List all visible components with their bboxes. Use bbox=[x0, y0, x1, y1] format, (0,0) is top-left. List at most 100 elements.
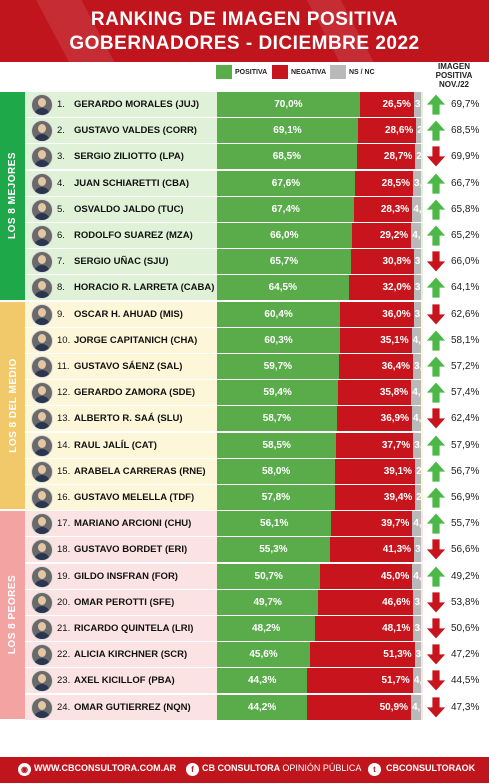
rank-number: 16. bbox=[57, 492, 71, 503]
trend-down-arrow-icon bbox=[425, 696, 447, 719]
rank-number: 19. bbox=[57, 571, 71, 582]
value-positive: 58,5% bbox=[262, 440, 291, 451]
value-positive: 45,6% bbox=[249, 649, 278, 660]
trend-up-arrow-icon bbox=[425, 460, 447, 483]
previous-value: 58,1% bbox=[451, 335, 480, 346]
avatar-body bbox=[34, 527, 50, 534]
group-band bbox=[0, 92, 25, 300]
avatar bbox=[31, 120, 53, 142]
value-positive: 67,6% bbox=[271, 178, 301, 189]
twitter-icon: t bbox=[368, 763, 381, 776]
group-label: LOS 8 DEL MEDIO bbox=[2, 302, 24, 510]
previous-value: 66,7% bbox=[451, 178, 480, 189]
previous-value: 57,9% bbox=[451, 440, 480, 451]
governor-name: OMAR PEROTTI (SFE) bbox=[74, 597, 175, 608]
bar-negative bbox=[351, 223, 412, 248]
value-ns: 3,9% bbox=[414, 178, 421, 189]
bar-positive bbox=[217, 459, 336, 484]
value-ns: 3,6% bbox=[414, 309, 421, 320]
previous-value: 57,2% bbox=[451, 361, 480, 372]
avatar-body bbox=[34, 318, 50, 325]
trend-up-arrow-icon bbox=[425, 565, 447, 588]
bar-ns bbox=[413, 616, 421, 641]
avatar-face bbox=[38, 98, 46, 107]
bar-negative bbox=[315, 616, 414, 641]
bar-positive bbox=[217, 668, 308, 693]
governor-name: HORACIO R. LARRETA (CABA) bbox=[74, 282, 215, 293]
trend-down-arrow-icon bbox=[425, 538, 447, 561]
avatar bbox=[31, 304, 53, 326]
avatar bbox=[31, 356, 53, 378]
avatar-face bbox=[38, 412, 46, 421]
previous-value: 65,2% bbox=[451, 230, 480, 241]
value-negative: 46,6% bbox=[382, 597, 411, 608]
governor-name: JORGE CAPITANICH (CHA) bbox=[74, 335, 198, 346]
avatar-face bbox=[38, 491, 46, 500]
previous-value: 66,0% bbox=[451, 256, 480, 267]
avatar bbox=[31, 539, 53, 561]
avatar-face bbox=[38, 701, 46, 710]
avatar-face bbox=[38, 281, 46, 290]
bar-negative bbox=[354, 197, 413, 222]
bar-negative bbox=[359, 92, 414, 117]
previous-column-header-1: IMAGEN bbox=[438, 62, 470, 71]
previous-value: 64,1% bbox=[451, 282, 480, 293]
trend-down-arrow-icon bbox=[425, 591, 447, 614]
avatar-body bbox=[34, 396, 50, 403]
bar-negative bbox=[348, 275, 414, 300]
avatar bbox=[31, 251, 53, 273]
header-banner: RANKING DE IMAGEN POSITIVA GOBERNADORES … bbox=[0, 0, 489, 62]
bar-ns bbox=[413, 354, 421, 379]
footer-twitter[interactable]: CBCONSULTORAOK bbox=[386, 763, 476, 773]
avatar-body bbox=[34, 606, 50, 613]
bar-negative bbox=[335, 459, 416, 484]
bar-ns bbox=[416, 118, 421, 143]
value-positive: 60,4% bbox=[264, 309, 293, 320]
value-negative: 41,3% bbox=[382, 544, 412, 555]
avatar-face bbox=[38, 177, 46, 186]
footer-brand-name: CB CONSULTORA bbox=[202, 763, 280, 773]
avatar-face bbox=[38, 360, 46, 369]
avatar-body bbox=[34, 160, 50, 167]
value-ns: 4,0% bbox=[413, 675, 421, 686]
avatar bbox=[31, 225, 53, 247]
value-negative: 36,4% bbox=[381, 361, 411, 372]
governor-name: GILDO INSFRAN (FOR) bbox=[74, 571, 178, 582]
trend-up-arrow-icon bbox=[425, 172, 447, 195]
avatar-body bbox=[34, 213, 50, 220]
web-icon: ◉ bbox=[18, 763, 31, 776]
bar-ns bbox=[411, 380, 421, 405]
bar-positive bbox=[217, 275, 349, 300]
value-negative: 39,7% bbox=[381, 518, 410, 529]
avatar-face bbox=[38, 334, 46, 343]
footer-website[interactable]: WWW.CBCONSULTORA.COM.AR bbox=[34, 763, 177, 773]
avatar-body bbox=[34, 370, 50, 377]
bar-negative bbox=[320, 564, 413, 589]
previous-value: 68,5% bbox=[451, 125, 480, 136]
governor-name: ARABELA CARRERAS (RNE) bbox=[74, 466, 206, 477]
bar-ns bbox=[415, 144, 421, 169]
rank-number: 3. bbox=[57, 151, 65, 162]
bar-positive bbox=[217, 249, 352, 274]
rank-number: 4. bbox=[57, 178, 65, 189]
bar-negative bbox=[336, 406, 412, 431]
trend-up-arrow-icon bbox=[425, 93, 447, 116]
bar-positive bbox=[217, 564, 321, 589]
bar-ns bbox=[414, 537, 421, 562]
bar-ns bbox=[412, 511, 421, 536]
bar-negative bbox=[357, 118, 417, 143]
bar-ns bbox=[413, 249, 421, 274]
trend-down-arrow-icon bbox=[425, 617, 447, 640]
value-positive: 60,3% bbox=[264, 335, 293, 346]
value-negative: 50,9% bbox=[379, 702, 408, 713]
rank-number: 1. bbox=[57, 99, 65, 110]
bar-ns bbox=[413, 302, 421, 327]
avatar-face bbox=[38, 124, 46, 133]
avatar bbox=[31, 146, 53, 168]
bar-positive bbox=[217, 642, 311, 667]
avatar bbox=[31, 592, 53, 614]
trend-up-arrow-icon bbox=[425, 486, 447, 509]
rank-number: 14. bbox=[57, 440, 71, 451]
bar-negative bbox=[340, 302, 414, 327]
avatar bbox=[31, 94, 53, 116]
